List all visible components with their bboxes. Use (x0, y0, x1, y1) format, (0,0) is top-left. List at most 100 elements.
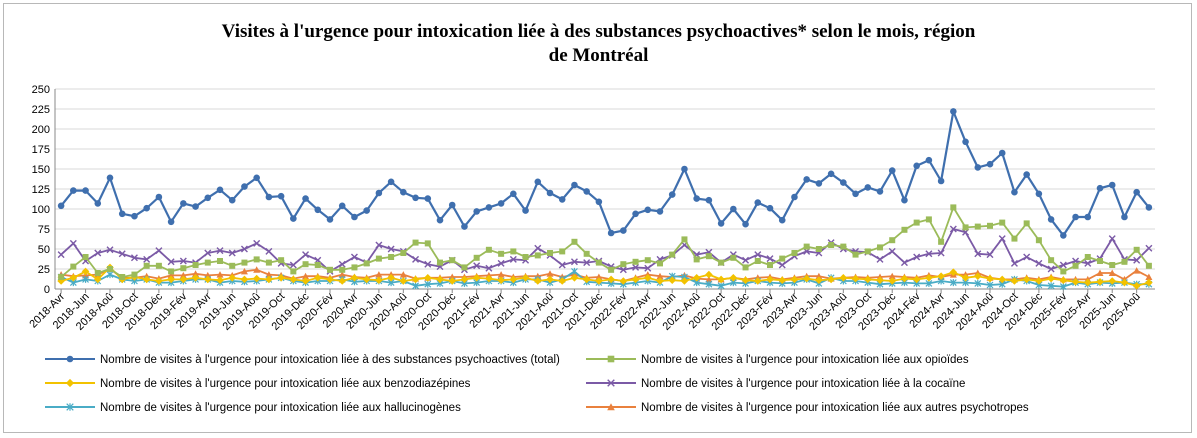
data-point (375, 189, 383, 197)
data-point (998, 235, 1006, 243)
data-point (950, 204, 957, 211)
data-point (1096, 269, 1104, 276)
data-point (240, 275, 249, 284)
data-point (827, 170, 835, 178)
data-point (1010, 259, 1018, 267)
data-point (302, 251, 310, 259)
data-point (204, 259, 211, 266)
data-point (70, 187, 77, 194)
legend-entry-opioides[interactable]: Nombre de visites à l'urgence pour intox… (586, 354, 969, 366)
data-point (583, 259, 591, 267)
legend: Nombre de visites à l'urgence pour intox… (45, 354, 1029, 414)
data-point (632, 210, 639, 218)
data-point (851, 274, 860, 283)
data-point (497, 200, 505, 207)
data-point (742, 220, 749, 228)
data-point (888, 167, 896, 174)
data-point (265, 247, 273, 255)
legend-entry-autres-psychotropes[interactable]: Nombre de visites à l'urgence pour intox… (586, 402, 1029, 414)
data-point (81, 267, 90, 276)
data-point (167, 218, 175, 226)
data-point (802, 274, 811, 283)
data-point (595, 273, 603, 280)
y-tick-label: 100 (32, 204, 50, 216)
data-point (289, 261, 297, 269)
data-point (571, 181, 578, 189)
data-point (179, 271, 187, 279)
data-point (106, 246, 114, 254)
data-point (962, 224, 969, 231)
data-point (1133, 256, 1141, 264)
data-point (143, 204, 150, 212)
data-point (766, 275, 774, 284)
legend-entry-total[interactable]: Nombre de visites à l'urgence pour intox… (45, 354, 560, 366)
data-point (644, 257, 651, 264)
legend-marker (586, 403, 636, 411)
data-point (252, 274, 261, 283)
data-point (388, 254, 395, 260)
data-point (986, 281, 994, 289)
data-point (1145, 273, 1153, 280)
data-point (82, 187, 89, 194)
data-point (1145, 204, 1153, 211)
data-point (913, 219, 920, 226)
data-point (620, 227, 627, 234)
series-2 (57, 263, 1153, 290)
data-point (204, 194, 212, 202)
data-point (583, 188, 590, 195)
data-point (901, 196, 908, 204)
data-point (534, 252, 541, 259)
data-point (82, 254, 89, 260)
data-point (1010, 277, 1019, 285)
data-point (937, 177, 945, 185)
data-point (338, 271, 346, 278)
data-point (1022, 275, 1031, 284)
y-tick-label: 0 (44, 284, 50, 296)
data-point (1059, 261, 1067, 269)
data-point (1097, 258, 1103, 264)
data-point (448, 273, 456, 280)
data-point (925, 156, 933, 164)
data-point (1108, 277, 1117, 285)
data-point (620, 261, 627, 268)
data-point (925, 250, 933, 258)
data-point (888, 272, 896, 280)
series-1 (58, 204, 1152, 280)
data-point (558, 277, 567, 285)
legend-entry-hallucinogenes[interactable]: Nombre de visites à l'urgence pour intox… (45, 402, 461, 414)
data-point (1084, 254, 1091, 260)
data-point (387, 274, 395, 282)
data-point (473, 254, 480, 261)
data-point (656, 208, 664, 215)
data-point (693, 195, 700, 202)
data-point (253, 266, 261, 273)
data-point (657, 260, 663, 267)
data-point (753, 277, 762, 285)
data-point (142, 275, 151, 284)
y-tick-label: 25 (38, 264, 50, 276)
data-point (1133, 188, 1140, 196)
legend-entry-benzodiazepines[interactable]: Nombre de visites à l'urgence pour intox… (45, 378, 471, 390)
data-point (534, 178, 542, 186)
data-point (228, 249, 236, 257)
data-point (265, 193, 273, 201)
y-tick-label: 225 (32, 104, 50, 116)
data-point (938, 238, 945, 245)
data-point (1145, 278, 1153, 287)
y-tick-label: 250 (32, 84, 50, 96)
data-point (411, 275, 420, 284)
data-point (94, 200, 102, 207)
legend-entry-cocaine[interactable]: Nombre de visites à l'urgence pour intox… (586, 378, 965, 390)
data-point (974, 164, 982, 171)
data-point (1133, 246, 1140, 253)
data-point (1023, 171, 1030, 178)
data-point (412, 282, 419, 290)
data-point (986, 251, 994, 259)
data-point (754, 258, 761, 264)
data-point (57, 202, 65, 210)
series-line (60, 110, 1150, 237)
data-point (888, 247, 896, 255)
data-point (1035, 259, 1043, 267)
data-point (290, 268, 297, 275)
data-point (840, 179, 847, 186)
